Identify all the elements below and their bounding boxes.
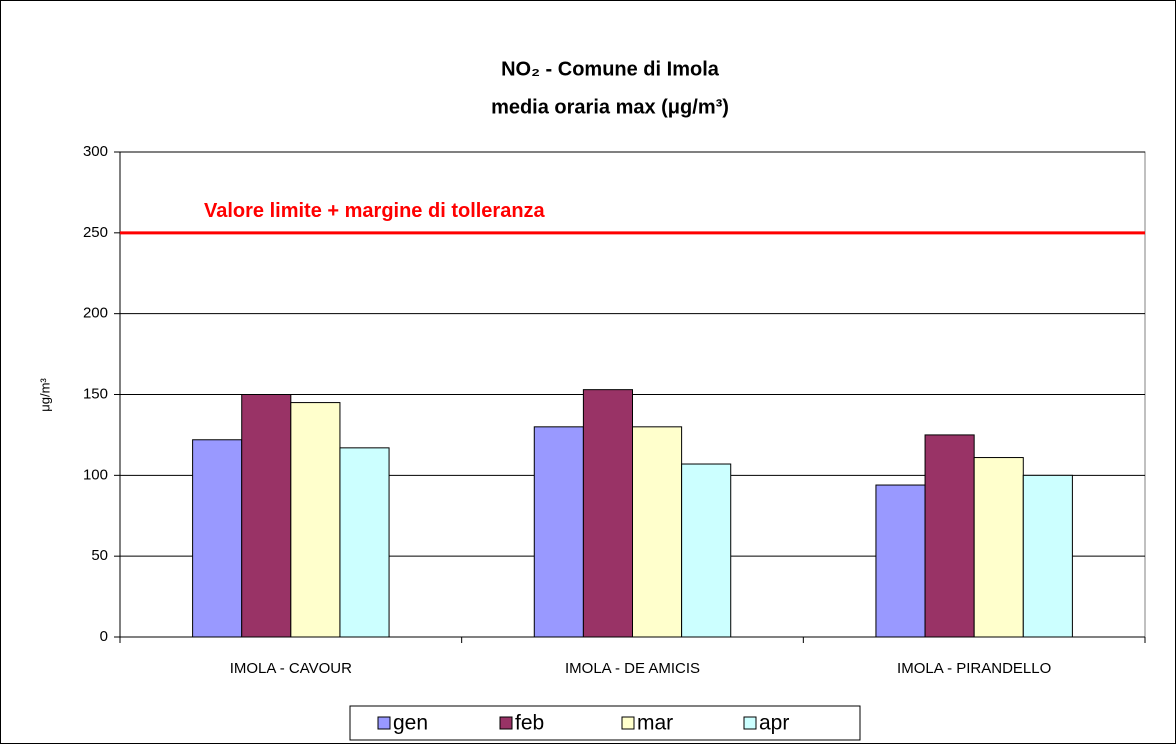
bar	[339, 447, 390, 638]
bar	[192, 439, 243, 638]
bar	[632, 426, 683, 638]
reference-label: Valore limite + margine di tolleranza	[204, 200, 546, 222]
bar	[924, 434, 975, 638]
bar	[533, 426, 584, 638]
legend-label: apr	[759, 712, 789, 735]
legend-label: gen	[393, 712, 428, 735]
y-tick-label: 0	[100, 628, 108, 645]
bar	[973, 457, 1024, 638]
legend-label: mar	[637, 712, 673, 735]
chart-subtitle: media oraria max (μg/m³)	[491, 96, 729, 118]
legend-swatch	[621, 716, 635, 730]
bar	[241, 394, 292, 638]
chart-title: NO₂ - Comune di Imola	[501, 58, 720, 80]
y-tick-label: 50	[91, 547, 108, 564]
bar	[875, 484, 926, 638]
y-tick-label: 100	[83, 466, 108, 483]
y-axis-label: μg/m³	[37, 378, 52, 412]
y-tick-label: 250	[83, 224, 108, 241]
legend-swatch	[377, 716, 391, 730]
legend-box	[349, 705, 861, 741]
legend-label: feb	[515, 712, 544, 735]
bar	[1022, 474, 1073, 638]
bar	[290, 402, 341, 638]
x-tick-label: IMOLA - DE AMICIS	[565, 660, 700, 677]
y-tick-label: 200	[83, 305, 108, 322]
x-tick-label: IMOLA - CAVOUR	[230, 660, 352, 677]
y-tick-label: 300	[83, 143, 108, 160]
legend-swatch	[743, 716, 757, 730]
bar	[582, 389, 634, 638]
bar	[681, 463, 732, 638]
y-tick-label: 150	[83, 385, 108, 402]
legend-swatch	[499, 716, 513, 730]
x-tick-label: IMOLA - PIRANDELLO	[897, 660, 1051, 677]
